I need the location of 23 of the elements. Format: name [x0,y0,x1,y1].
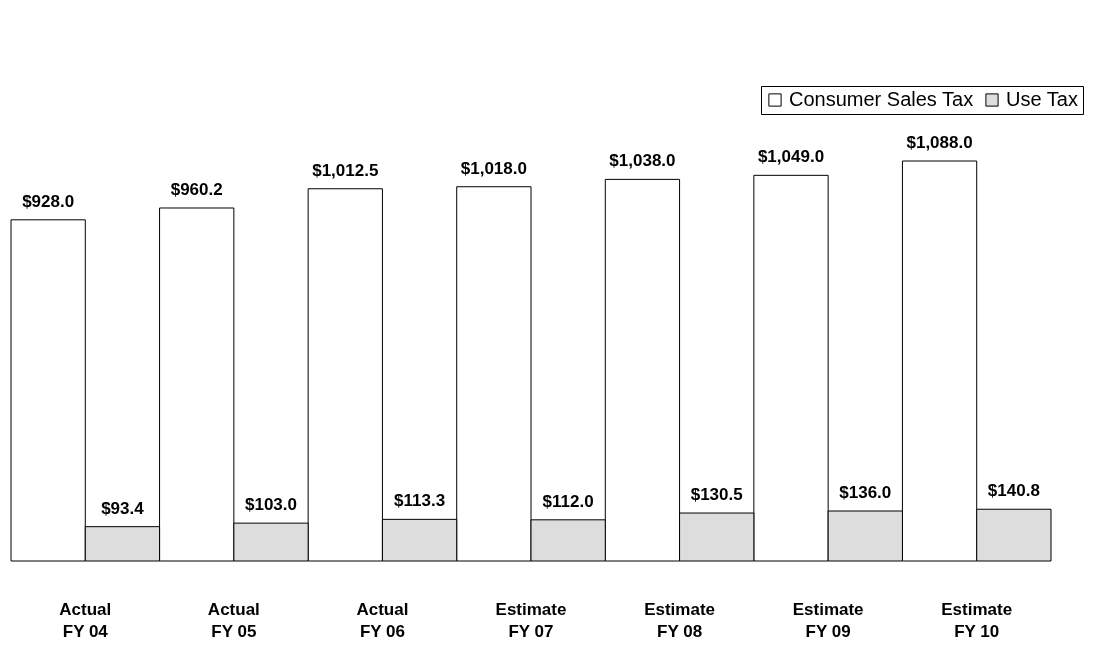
x-tick-label: Actual FY 05 [207,599,260,641]
legend-label: Consumer Sales Tax [789,88,974,110]
data-label: $130.5 [690,485,743,505]
data-label: $112.0 [542,491,594,511]
x-tick-label: Estimate FY 07 [495,599,567,641]
x-tick-label: Actual FY 06 [356,599,409,641]
data-label: $113.3 [394,491,446,511]
data-label: $1,038.0 [609,151,676,171]
x-tick-label: Estimate FY 09 [792,599,864,641]
data-label: $960.2 [170,179,223,199]
x-tick-label: Estimate FY 08 [644,599,716,641]
data-label: $140.8 [987,481,1040,501]
data-label: $93.4 [101,498,145,518]
data-label: $1,012.5 [312,160,379,180]
data-label: $1,018.0 [460,158,527,178]
data-label: $1,049.0 [757,147,825,167]
x-tick-label: Actual FY 04 [59,599,112,641]
legend-label: Use Tax [1006,88,1078,110]
x-tick-label: Estimate FY 10 [941,599,1013,641]
data-label: $136.0 [839,483,892,502]
data-label: $1,088.0 [906,133,973,152]
data-label: $103.0 [245,495,297,515]
data-label: $928.0 [22,191,75,211]
